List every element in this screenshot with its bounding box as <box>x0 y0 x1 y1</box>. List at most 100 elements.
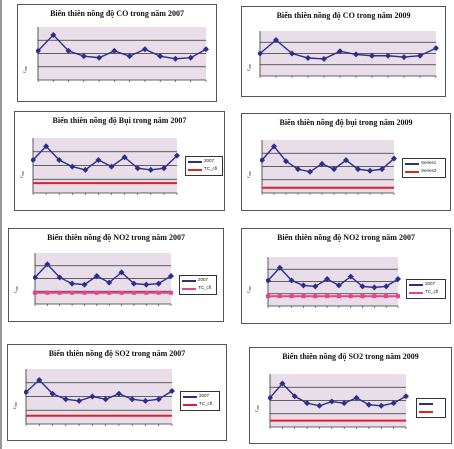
data-point <box>395 276 401 283</box>
threshold-marker <box>144 290 149 295</box>
data-point <box>433 45 439 52</box>
chart-title: Biến thiên nồng độ SO2 trong năm 2007 <box>48 349 186 358</box>
data-point <box>82 166 89 173</box>
chart-legend <box>416 398 446 418</box>
data-point <box>155 280 162 287</box>
data-point <box>172 55 179 62</box>
data-point <box>324 276 331 283</box>
legend-item: TC_cfl <box>180 285 216 293</box>
data-point <box>312 283 319 290</box>
threshold-marker <box>396 294 400 299</box>
data-point <box>417 52 423 59</box>
threshold-marker <box>266 294 270 299</box>
data-point <box>203 46 209 53</box>
data-point <box>187 54 194 61</box>
data-point <box>65 47 72 54</box>
legend-label: TC_cfl <box>425 289 439 294</box>
data-point <box>106 279 113 286</box>
data-point <box>141 46 148 53</box>
data-point <box>76 397 83 404</box>
threshold-marker <box>107 290 112 295</box>
legend-item: 2007 <box>407 281 445 289</box>
data-point <box>343 157 349 164</box>
data-point <box>401 54 407 61</box>
data-point <box>307 168 313 175</box>
data-point <box>321 55 327 62</box>
data-point <box>367 167 373 174</box>
data-point <box>157 53 164 60</box>
threshold-marker <box>348 294 353 299</box>
chart-card-so2-2007: Biến thiên nồng độ SO2 trong năm 2007 C₀… <box>7 344 227 441</box>
plot-area <box>260 140 397 195</box>
chart-title: Biến thiên nồng độ SO2 trong năm 2009 <box>282 352 419 361</box>
data-point <box>95 157 102 163</box>
legend-label: 2007 <box>198 277 209 282</box>
threshold-marker <box>169 290 173 295</box>
data-point <box>283 158 289 165</box>
legend-label: 2007 <box>199 393 210 398</box>
data-point <box>33 274 38 281</box>
threshold-marker <box>119 290 124 295</box>
chart-card-so2-2009: Biến thiên nồng độ SO2 trong năm 2009 C₀… <box>249 347 452 444</box>
chart-legend: Series1 Series2 <box>402 158 446 178</box>
threshold-marker <box>289 294 294 299</box>
threshold-marker <box>360 294 365 299</box>
data-point <box>304 400 311 407</box>
legend-item <box>417 408 445 416</box>
data-point <box>355 166 361 173</box>
y-axis-label: C₀₀₀ <box>12 402 17 409</box>
data-point <box>390 400 397 407</box>
data-point <box>289 50 295 57</box>
data-point <box>331 166 337 173</box>
data-point <box>36 377 43 383</box>
data-point <box>118 269 125 276</box>
data-point <box>328 398 335 405</box>
legend-swatch <box>419 403 433 405</box>
data-point <box>260 157 265 164</box>
data-point <box>56 274 63 281</box>
legend-swatch <box>183 404 197 406</box>
data-point <box>319 160 325 167</box>
chart-legend: 2007 TC_cfl <box>185 156 223 176</box>
data-point <box>69 163 76 170</box>
threshold-marker <box>372 294 377 299</box>
data-point <box>143 281 150 288</box>
data-point <box>129 396 136 403</box>
data-point <box>365 401 372 408</box>
data-point <box>403 393 409 400</box>
threshold-marker <box>94 290 99 295</box>
plot-area <box>266 257 401 308</box>
data-point <box>121 154 128 161</box>
data-point <box>266 277 271 284</box>
data-point <box>385 52 391 59</box>
data-point <box>258 50 263 57</box>
data-point <box>369 52 375 59</box>
data-point <box>276 264 283 271</box>
legend-swatch <box>188 161 202 163</box>
data-point <box>300 282 307 289</box>
legend-item: TC_cfl <box>407 289 445 297</box>
legend-swatch <box>419 411 433 413</box>
data-point <box>273 37 279 43</box>
threshold-marker <box>82 290 87 295</box>
legend-swatch <box>188 169 202 171</box>
chart-legend: 2007 TC_cfl <box>406 279 446 299</box>
data-point <box>56 157 63 163</box>
data-point <box>44 261 51 268</box>
data-point <box>169 388 175 394</box>
y-axis-label: C₀₀₀ <box>254 405 259 412</box>
legend-label: Series1 <box>421 160 437 165</box>
legend-swatch <box>409 284 423 286</box>
legend-swatch <box>405 171 419 173</box>
legend-swatch <box>182 280 196 282</box>
threshold-marker <box>325 294 330 299</box>
data-point <box>81 281 88 288</box>
data-point <box>89 393 96 400</box>
plot-area <box>36 27 209 82</box>
data-point <box>160 165 167 172</box>
data-point <box>279 380 286 387</box>
data-point <box>134 165 141 172</box>
threshold-marker <box>70 290 75 295</box>
data-point <box>49 390 56 397</box>
chart-card-no2-2007-right: Biến thiên nồng độ NO2 trong năm 2007 C₀… <box>241 228 451 324</box>
